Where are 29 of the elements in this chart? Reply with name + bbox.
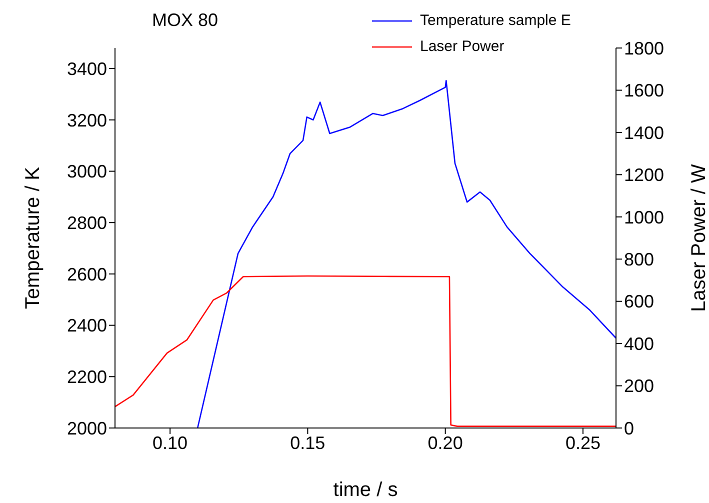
y2-tick-label: 200 bbox=[624, 376, 654, 396]
y-tick-label: 2800 bbox=[66, 212, 107, 233]
y-tick-label: 2200 bbox=[66, 367, 107, 388]
y2-axis-title: Laser Power / W bbox=[688, 164, 709, 312]
y-tick-label: 2400 bbox=[66, 316, 107, 336]
y2-tick-label: 1000 bbox=[624, 207, 664, 228]
y2-tick-label: 0 bbox=[624, 418, 634, 438]
y-tick-label: 2000 bbox=[66, 418, 107, 438]
chart-title: MOX 80 bbox=[152, 10, 218, 31]
y2-tick-label: 1400 bbox=[624, 122, 664, 143]
y-tick-label: 2600 bbox=[66, 264, 107, 284]
legend-label: Laser Power bbox=[420, 37, 504, 57]
y2-tick-label: 1600 bbox=[624, 80, 664, 101]
x-tick-label: 0.20 bbox=[428, 432, 463, 453]
x-tick-label: 0.15 bbox=[290, 432, 326, 453]
x-tick-label: 0.10 bbox=[152, 432, 188, 453]
y-tick-label: 3400 bbox=[66, 58, 107, 79]
y-tick-label: 3200 bbox=[66, 110, 107, 130]
y2-tick-label: 800 bbox=[624, 250, 654, 270]
y2-tick-label: 1800 bbox=[624, 38, 664, 58]
y-tick-label: 3000 bbox=[66, 162, 107, 182]
legend-label: Temperature sample E bbox=[420, 11, 571, 31]
y2-tick-label: 1200 bbox=[624, 165, 664, 186]
y2-tick-label: 400 bbox=[624, 334, 654, 354]
y2-tick-label: 600 bbox=[624, 292, 654, 312]
line-series bbox=[196, 80, 616, 428]
x-tick-label: 0.25 bbox=[565, 432, 600, 453]
y-axis-title: Temperature / K bbox=[22, 166, 44, 310]
x-axis-title: time / s bbox=[333, 479, 398, 501]
